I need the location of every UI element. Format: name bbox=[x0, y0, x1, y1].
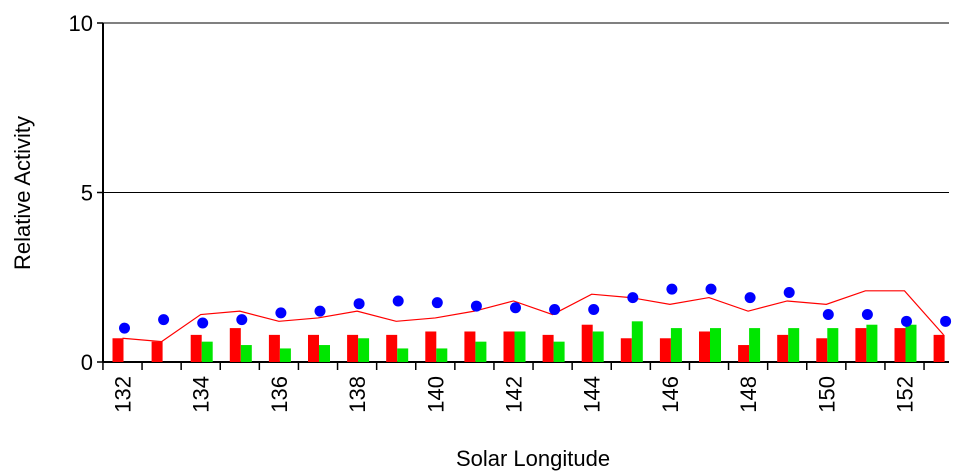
blue-point bbox=[431, 297, 443, 309]
red-bar bbox=[425, 331, 437, 362]
red-bar bbox=[894, 328, 906, 362]
red-bar bbox=[386, 334, 398, 362]
green-bar bbox=[319, 345, 330, 362]
green-bar bbox=[436, 348, 448, 362]
red-bar bbox=[464, 331, 476, 362]
x-tick-label: 138 bbox=[345, 376, 370, 413]
green-bar bbox=[201, 341, 213, 362]
blue-point bbox=[392, 295, 404, 307]
green-bar bbox=[592, 331, 604, 362]
green-bar bbox=[279, 348, 291, 362]
green-bar bbox=[905, 324, 917, 362]
blue-point bbox=[353, 298, 365, 310]
x-tick-label: 146 bbox=[658, 376, 683, 413]
green-bar bbox=[670, 328, 682, 362]
blue-point bbox=[510, 302, 521, 314]
blue-point bbox=[783, 287, 795, 299]
blue-point bbox=[940, 315, 952, 327]
red-bar bbox=[542, 334, 554, 362]
x-tick-label: 142 bbox=[502, 376, 527, 413]
blue-point bbox=[901, 315, 912, 327]
green-bar bbox=[710, 328, 721, 362]
blue-point bbox=[549, 303, 561, 315]
blue-point bbox=[627, 292, 639, 304]
red-bar bbox=[581, 324, 593, 362]
y-axis-title: Relative Activity bbox=[10, 116, 35, 270]
red-bar bbox=[503, 331, 515, 362]
x-tick-label: 140 bbox=[423, 376, 448, 413]
x-tick-label: 144 bbox=[580, 376, 605, 413]
blue-point bbox=[744, 292, 756, 304]
x-tick-label: 148 bbox=[736, 376, 761, 413]
red-bar bbox=[229, 328, 241, 362]
red-bar bbox=[738, 345, 750, 362]
green-bar bbox=[827, 328, 839, 362]
red-bar bbox=[699, 331, 710, 362]
red-bar bbox=[816, 338, 828, 362]
red-line bbox=[122, 290, 945, 343]
blue-points bbox=[119, 283, 952, 334]
green-bar bbox=[788, 328, 800, 362]
y-tick-label: 0 bbox=[81, 350, 93, 375]
red-bar bbox=[268, 334, 280, 362]
red-bar bbox=[190, 334, 202, 362]
blue-point bbox=[197, 317, 209, 329]
x-tick-label: 150 bbox=[814, 376, 839, 413]
y-axis-ticks: 0 5 10 bbox=[69, 11, 103, 375]
red-bar bbox=[347, 334, 359, 362]
green-bar bbox=[866, 324, 878, 362]
red-bar bbox=[151, 341, 163, 362]
green-bar bbox=[475, 341, 487, 362]
green-bar bbox=[749, 328, 761, 362]
red-bar bbox=[933, 334, 945, 362]
green-bar bbox=[240, 345, 252, 362]
grid bbox=[103, 22, 949, 193]
red-bar bbox=[659, 338, 671, 362]
y-tick-label: 10 bbox=[69, 11, 93, 36]
blue-point bbox=[822, 309, 834, 321]
blue-point bbox=[275, 307, 287, 319]
x-axis-title: Solar Longitude bbox=[456, 446, 610, 471]
red-line-series bbox=[122, 290, 945, 343]
x-axis-ticks: 132 134 136 138 140 142 144 146 148 150 152 bbox=[102, 362, 925, 413]
green-bar bbox=[397, 348, 409, 362]
blue-point bbox=[861, 309, 873, 321]
x-tick-label: 134 bbox=[189, 376, 214, 413]
x-tick-label: 136 bbox=[267, 376, 292, 413]
blue-point bbox=[158, 314, 170, 326]
green-bars bbox=[201, 321, 917, 362]
red-bar bbox=[308, 334, 319, 362]
green-bar bbox=[553, 341, 565, 362]
red-bar bbox=[112, 338, 124, 362]
blue-point bbox=[705, 283, 717, 295]
red-bar bbox=[777, 334, 789, 362]
x-tick-label: 132 bbox=[111, 376, 136, 413]
blue-point bbox=[119, 322, 130, 334]
red-bars bbox=[112, 324, 945, 362]
red-bar bbox=[620, 338, 632, 362]
green-bar bbox=[514, 331, 526, 362]
green-bar bbox=[631, 321, 643, 362]
blue-point bbox=[666, 283, 678, 295]
red-bar bbox=[855, 328, 867, 362]
blue-point bbox=[314, 305, 326, 317]
blue-point bbox=[236, 314, 248, 326]
y-tick-label: 5 bbox=[81, 181, 93, 206]
blue-point bbox=[470, 300, 482, 312]
green-bar bbox=[358, 338, 370, 362]
x-tick-label: 152 bbox=[893, 376, 918, 413]
blue-point bbox=[588, 303, 600, 315]
